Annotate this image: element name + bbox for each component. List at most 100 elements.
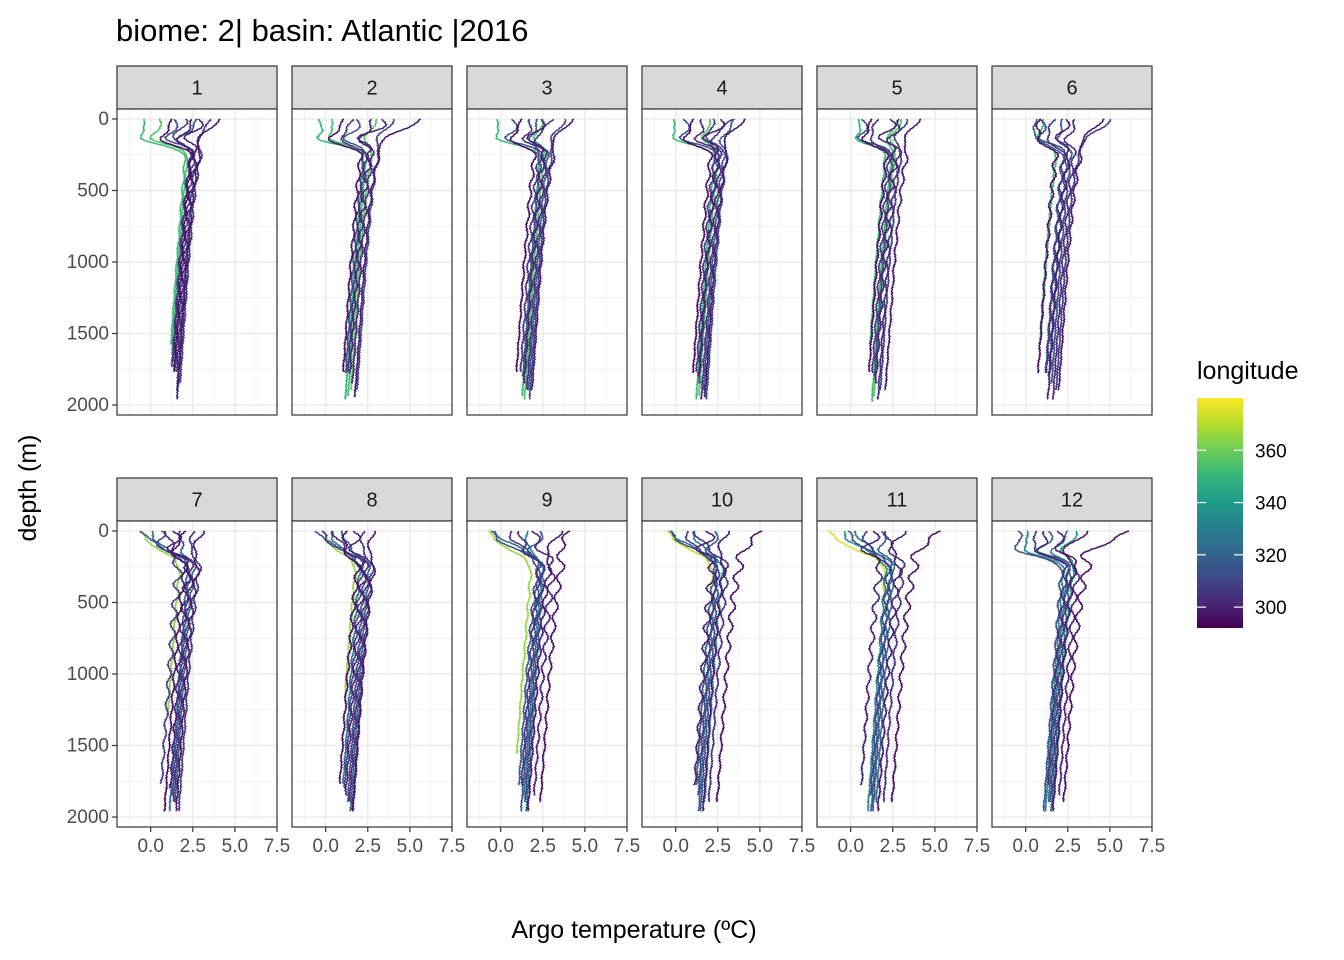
x-tick-label: 0.0 [487,836,513,857]
facet-panel-6: 6 [991,65,1153,416]
profile-line [703,118,746,398]
y-axis-title: depth (m) [14,435,42,542]
profile-line [1034,118,1060,374]
y-tick-label: 500 [77,181,109,202]
profile-line [1046,118,1071,400]
profile-line [874,118,899,384]
profile-line [350,119,375,384]
x-tick-label: 7.5 [439,836,465,857]
x-tick-label: 7.5 [264,836,290,857]
profile-line [140,530,182,717]
profile-line [166,530,193,789]
profile-line [847,530,894,812]
profile-line [1051,119,1078,400]
x-tick-label: 2.5 [705,836,731,857]
x-tick-label: 5.0 [1097,836,1123,857]
profile-line [509,118,538,373]
profile-line [353,118,422,398]
facet-panel-9: 9 0.0 2.5 5.0 7.5 [466,477,640,857]
profile-line [522,118,546,384]
profile-line [538,530,571,803]
colorbar-tick-label: 300 [1255,598,1287,619]
facet-strip-label: 3 [541,78,552,100]
y-tick-label: 0 [98,521,109,542]
profile-line [321,530,365,789]
panel-border [816,520,978,828]
x-tick-label: 7.5 [614,836,640,857]
profile-line [883,118,922,391]
x-tick-label: 7.5 [789,836,815,857]
facet-strip [116,477,278,522]
x-tick-label: 0.0 [1012,836,1038,857]
facet-strip [641,477,803,522]
x-tick-label: 7.5 [1139,836,1165,857]
profile-line [330,530,370,803]
facet-strip-label: 4 [716,78,727,100]
profile-line [861,118,890,373]
profile-line [1054,530,1081,796]
facet-strip-label: 11 [887,490,908,512]
profile-line [1054,118,1112,391]
panel-border [466,108,628,416]
x-tick-label: 2.5 [180,836,206,857]
facet-strip [991,65,1153,110]
chart-title: biome: 2| basin: Atlantic |2016 [116,13,528,48]
facet-strip-label: 7 [191,490,202,512]
profile-line [488,530,533,755]
profile-line [1032,530,1071,803]
colorbar-tick-label: 360 [1255,441,1287,462]
profile-lines [1032,118,1112,400]
profile-lines [666,530,763,812]
facet-panel-1: 1 0 500 1000 1500 2000 [67,65,278,416]
facet-strip [991,477,1153,522]
profile-line [355,118,395,391]
y-tick-label: 500 [77,593,109,614]
profile-line [1057,118,1105,391]
profile-line [531,530,557,796]
profile-line [859,530,884,786]
facet-panel-2: 2 [291,65,453,416]
panel-border [641,520,803,828]
profile-line [715,530,763,803]
facet-strip [291,477,453,522]
profile-line [163,530,189,812]
profile-line [692,530,730,803]
panel-border [291,520,453,828]
profile-lines [314,530,377,812]
facet-panel-4: 4 [641,65,803,416]
profile-line [139,118,187,345]
profile-line [1014,530,1065,812]
facet-strip-label: 12 [1061,490,1083,512]
profile-lines [139,118,221,400]
y-tick-label: 1000 [67,252,109,273]
profile-line [340,118,370,373]
facet-strip-label: 5 [891,78,902,100]
profile-lines [672,118,746,400]
profile-line [1045,118,1069,374]
x-tick-label: 7.5 [964,836,990,857]
profile-lines [854,118,922,403]
panel-border [466,520,628,828]
facet-panel-5: 5 [816,65,978,416]
profile-line [519,119,554,373]
profile-line [327,118,364,373]
facet-panel-7: 7 0 500 1000 1500 2000 0.0 2.5 5.0 7.5 [67,477,290,857]
profile-line [856,118,894,377]
facet-panel-8: 8 0.0 2.5 5.0 7.5 [291,477,465,857]
panel-border [991,108,1153,416]
panel-border [991,520,1153,828]
profile-line [338,530,362,785]
profile-line [890,530,941,803]
facet-strip-label: 10 [711,490,733,512]
facet-strip [291,65,453,110]
facet-strip [641,65,803,110]
x-tick-label: 5.0 [397,836,423,857]
x-tick-label: 5.0 [922,836,948,857]
legend-title: longitude [1197,357,1298,385]
profile-line [861,530,893,796]
facet-panel-10: 10 0.0 2.5 5.0 7.5 [641,477,815,857]
facet-strip-label: 9 [541,490,552,512]
profile-line [693,530,719,786]
profile-line [1051,530,1089,812]
